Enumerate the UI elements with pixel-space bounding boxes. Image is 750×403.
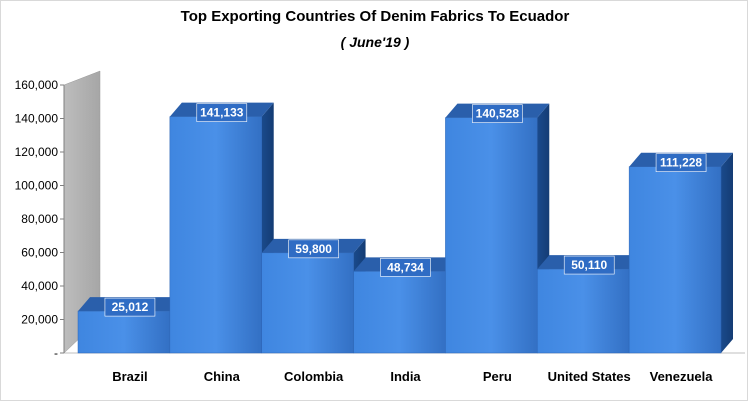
y-tick-label: 40,000 xyxy=(21,279,58,293)
bars: 25,012 141,133 59,800 48,734 140,528 50,110 11… xyxy=(77,102,733,354)
data-label-box xyxy=(104,297,156,317)
data-label-box xyxy=(196,103,248,122)
bar: 48,734 xyxy=(353,257,458,354)
chart-title: Top Exporting Countries Of Denim Fabrics… xyxy=(180,8,570,25)
data-label: 59,800 xyxy=(295,242,332,256)
data-label: 140,528 xyxy=(476,107,520,121)
data-label-box xyxy=(655,153,707,172)
x-category-label: Colombia xyxy=(284,369,344,384)
bar: 50,110 xyxy=(537,255,642,354)
y-tick-label: 140,000 xyxy=(15,112,59,126)
y-tick-label: 120,000 xyxy=(15,145,59,159)
y-tick-label: 100,000 xyxy=(15,179,59,193)
x-category-label: India xyxy=(390,369,421,384)
bar: 111,228 xyxy=(628,152,733,354)
x-category-label: Venezuela xyxy=(650,369,714,384)
x-category-label: Brazil xyxy=(112,369,147,384)
y-tick-label: 160,000 xyxy=(15,78,59,92)
bar-front xyxy=(77,310,171,354)
data-label-box xyxy=(380,258,431,277)
bar-side xyxy=(721,152,733,353)
bar-front xyxy=(537,268,630,354)
x-category-label: United States xyxy=(548,369,631,384)
bar: 25,012 xyxy=(77,297,182,354)
y-tick-label: 60,000 xyxy=(21,246,58,260)
bar-front xyxy=(353,271,446,354)
bar: 140,528 xyxy=(445,103,550,354)
bar-front xyxy=(261,252,354,354)
data-label: 111,228 xyxy=(660,156,702,170)
y-axis: - 20,000 40,000 60,000 80,000 100,000 120,000 1… xyxy=(15,78,745,360)
data-label: 25,012 xyxy=(112,300,149,314)
bar-front xyxy=(445,117,538,354)
x-axis-labels: Brazil China Colombia India Peru United State… xyxy=(112,369,713,384)
y-tick-label: 80,000 xyxy=(21,212,58,226)
bar: 59,800 xyxy=(261,238,366,354)
x-category-label: China xyxy=(204,369,241,384)
data-label-box xyxy=(472,104,523,123)
bar-front xyxy=(628,166,722,354)
data-label-box xyxy=(563,255,615,275)
bar-front xyxy=(169,116,262,354)
chart-subtitle: ( June'19 ) xyxy=(340,34,410,50)
y-tick-label: - xyxy=(54,346,58,360)
data-label: 50,110 xyxy=(571,258,607,272)
data-label: 48,734 xyxy=(387,260,424,274)
data-label-box xyxy=(288,239,339,259)
y-tick-label: 20,000 xyxy=(21,313,58,327)
x-category-label: Peru xyxy=(483,369,512,384)
data-label: 141,133 xyxy=(200,106,244,120)
bar: 141,133 xyxy=(169,102,274,354)
